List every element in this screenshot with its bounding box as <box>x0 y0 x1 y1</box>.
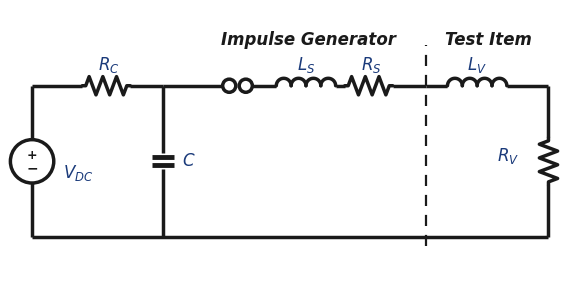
Text: $L_S$: $L_S$ <box>297 56 315 75</box>
Text: $L_V$: $L_V$ <box>467 56 487 75</box>
Text: −: − <box>26 162 38 176</box>
Text: $R_S$: $R_S$ <box>362 56 382 75</box>
Text: $V_{DC}$: $V_{DC}$ <box>63 163 94 183</box>
Text: $R_V$: $R_V$ <box>496 146 519 166</box>
Text: $C$: $C$ <box>181 152 195 170</box>
Text: Test Item: Test Item <box>445 31 532 49</box>
Text: +: + <box>27 149 37 162</box>
Text: $R_C$: $R_C$ <box>98 56 120 75</box>
Text: Impulse Generator: Impulse Generator <box>221 31 396 49</box>
